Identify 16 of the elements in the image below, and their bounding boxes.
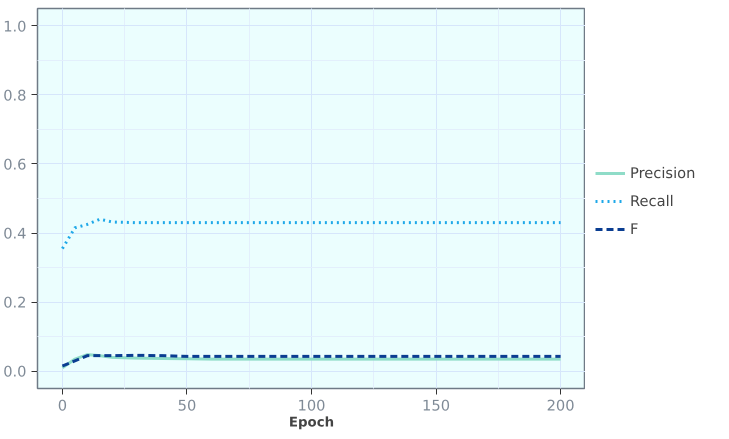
y-tick-label: 0.6 — [3, 156, 27, 174]
y-tick-label: 0.0 — [3, 364, 27, 381]
x-tick-label: 0 — [58, 398, 68, 414]
x-tick-label: 50 — [178, 398, 196, 414]
x-tick-label: 150 — [422, 398, 450, 414]
y-tick-label: 0.8 — [3, 87, 27, 104]
legend-label: Recall — [630, 192, 674, 210]
x-tick-label: 100 — [298, 398, 326, 414]
y-tick-label: 0.2 — [3, 294, 27, 312]
legend-label: F — [630, 220, 640, 238]
x-axis-title: Epoch — [288, 416, 334, 430]
legend-label: Precision — [630, 164, 696, 182]
y-tick-label: 1.0 — [3, 18, 27, 36]
x-tick-label: 200 — [546, 398, 575, 414]
line-series — [60, 218, 562, 250]
y-tick-label: 0.4 — [3, 226, 27, 243]
